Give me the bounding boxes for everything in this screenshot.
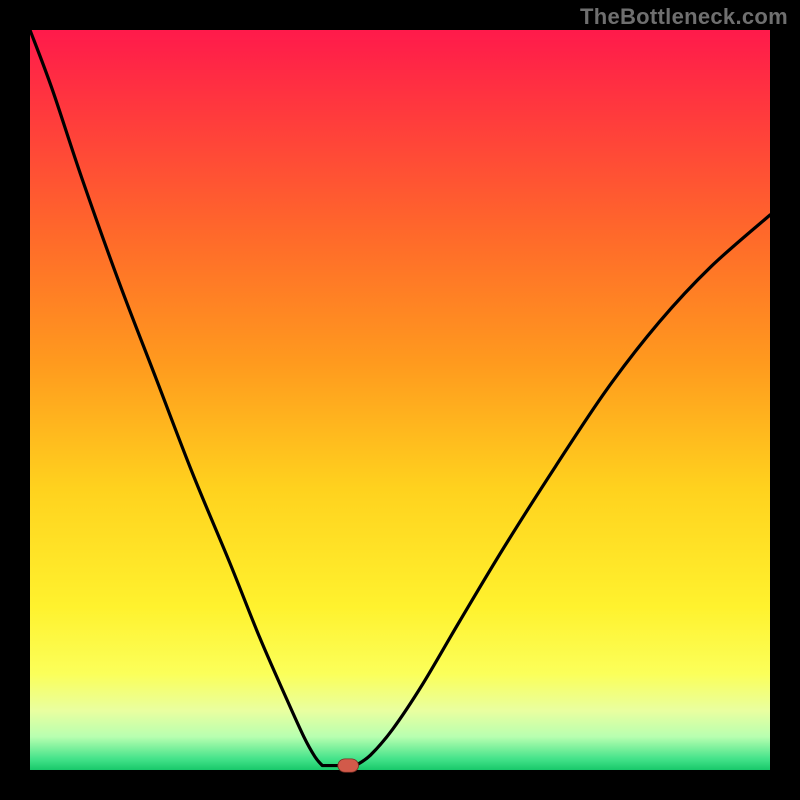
bottleneck-chart	[0, 0, 800, 800]
watermark-text: TheBottleneck.com	[580, 4, 788, 30]
plot-area	[30, 30, 770, 770]
figure-container: TheBottleneck.com	[0, 0, 800, 800]
optimum-marker	[338, 759, 359, 772]
